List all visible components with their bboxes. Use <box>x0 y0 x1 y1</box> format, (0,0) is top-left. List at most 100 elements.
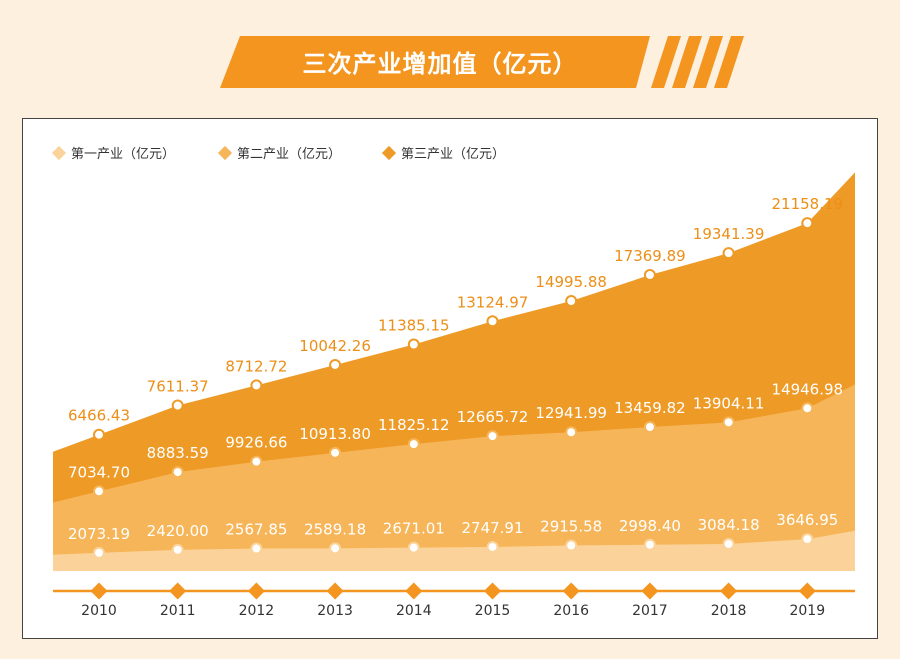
data-label-3-2010: 6466.43 <box>68 407 130 425</box>
data-label-3-2019: 21158.19 <box>772 195 844 213</box>
data-label-1-2013: 2589.18 <box>304 520 366 538</box>
data-label-1-2016: 2915.58 <box>540 517 602 535</box>
marker-2-2011 <box>171 466 184 479</box>
x-tick-label-2012: 2012 <box>239 603 275 619</box>
x-axis-diamond-2017 <box>641 582 659 600</box>
data-label-3-2014: 11385.15 <box>378 317 450 335</box>
area-series-1 <box>53 530 855 571</box>
legend-marker-3 <box>381 145 397 161</box>
marker-3-2016 <box>565 295 578 308</box>
data-label-1-2017: 2998.40 <box>619 517 681 535</box>
x-tick-label-2017: 2017 <box>632 603 668 619</box>
data-label-2-2010: 7034.70 <box>68 463 130 481</box>
x-tick-label-2011: 2011 <box>160 603 196 619</box>
data-label-1-2014: 2671.01 <box>383 520 445 538</box>
x-tick-label-2015: 2015 <box>475 603 511 619</box>
banner-stripe-3 <box>693 36 723 88</box>
marker-3-2010 <box>93 428 105 441</box>
marker-1-2018 <box>722 538 735 551</box>
data-label-2-2013: 10913.80 <box>299 425 371 443</box>
data-label-1-2018: 3084.18 <box>698 516 760 534</box>
x-axis-diamond-2011 <box>169 582 187 600</box>
banner-stripe-1 <box>651 36 681 88</box>
marker-3-2014 <box>407 338 420 351</box>
x-axis-diamond-2013 <box>326 582 344 600</box>
marker-3-2017 <box>643 269 656 282</box>
x-axis-diamond-2010 <box>90 582 108 600</box>
x-axis: 2010 2011 2012 2013 2014 2015 2016 2017 2018 2019 <box>53 582 855 619</box>
data-label-3-2016: 14995.88 <box>535 273 607 291</box>
data-label-1-2011: 2420.00 <box>147 522 209 540</box>
x-axis-diamond-2015 <box>484 582 501 600</box>
data-label-3-2018: 19341.39 <box>693 225 765 243</box>
marker-3-2019 <box>801 217 814 230</box>
data-label-2-2011: 8883.59 <box>147 444 209 462</box>
legend: 第一产业（亿元） 第二产业（亿元） 第三产业（亿元） <box>51 145 505 162</box>
x-axis-diamond-2014 <box>405 582 423 600</box>
marker-1-2015 <box>486 540 499 553</box>
data-label-3-2012: 8712.72 <box>225 357 287 375</box>
stacked-areas <box>53 172 855 572</box>
marker-3-2013 <box>329 358 342 371</box>
marker-2-2012 <box>250 455 263 468</box>
data-label-2-2016: 12941.99 <box>535 404 607 422</box>
x-axis-diamond-2012 <box>247 582 265 600</box>
x-tick-label-2019: 2019 <box>789 603 825 619</box>
x-tick-label-2016: 2016 <box>553 603 589 619</box>
data-labels: 2073.19 2420.00 2567.85 2589.18 2671.01 2747.… <box>68 195 843 543</box>
marker-2-2014 <box>407 438 420 451</box>
banner-bar <box>220 36 650 88</box>
x-tick-label-2014: 2014 <box>396 603 432 619</box>
data-label-2-2012: 9926.66 <box>225 434 287 452</box>
data-label-2-2014: 11825.12 <box>378 416 450 434</box>
marker-1-2010 <box>93 546 105 559</box>
title-banner <box>220 36 744 88</box>
data-label-1-2010: 2073.19 <box>68 525 130 543</box>
legend-label-1: 第一产业（亿元） <box>71 147 175 162</box>
x-tick-label-2018: 2018 <box>711 603 747 619</box>
marker-1-2019 <box>801 533 814 546</box>
data-label-2-2017: 13459.82 <box>614 399 686 417</box>
marker-1-2011 <box>171 543 184 556</box>
data-label-1-2019: 3646.95 <box>776 511 838 529</box>
marker-1-2014 <box>407 541 420 554</box>
area-series-2 <box>53 384 855 571</box>
area-chart: 2073.19 2420.00 2567.85 2589.18 2671.01 2747.… <box>51 145 855 619</box>
data-label-3-2011: 7611.37 <box>147 377 209 395</box>
data-label-2-2015: 12665.72 <box>457 408 529 426</box>
marker-3-2015 <box>486 315 499 328</box>
marker-1-2012 <box>250 542 263 555</box>
banner-stripe-2 <box>672 36 702 88</box>
data-label-3-2013: 10042.26 <box>299 337 371 355</box>
marker-2-2017 <box>643 420 656 433</box>
legend-label-3: 第三产业（亿元） <box>401 147 505 162</box>
legend-label-2: 第二产业（亿元） <box>237 147 341 162</box>
banner-stripe-4 <box>714 36 744 88</box>
marker-1-2013 <box>329 542 342 555</box>
chart-title: 三次产业增加值（亿元） <box>302 50 578 78</box>
marker-2-2015 <box>486 430 499 443</box>
data-markers <box>93 217 814 559</box>
marker-3-2011 <box>171 399 184 412</box>
legend-marker-2 <box>217 145 233 161</box>
legend-marker-1 <box>51 145 67 161</box>
data-label-2-2018: 13904.11 <box>693 394 765 412</box>
marker-3-2012 <box>250 379 263 392</box>
marker-2-2010 <box>93 485 105 498</box>
data-label-1-2012: 2567.85 <box>225 521 287 539</box>
marker-2-2018 <box>722 416 735 429</box>
marker-1-2017 <box>643 538 656 551</box>
x-axis-diamond-2019 <box>798 582 816 600</box>
marker-2-2013 <box>329 446 342 459</box>
marker-1-2016 <box>565 539 578 552</box>
chart-panel: 2073.19 2420.00 2567.85 2589.18 2671.01 2747.… <box>22 118 878 639</box>
x-tick-label-2010: 2010 <box>81 603 117 619</box>
x-axis-diamond-2016 <box>562 582 580 600</box>
marker-2-2019 <box>801 402 814 415</box>
data-label-1-2015: 2747.91 <box>461 519 523 537</box>
x-tick-label-2013: 2013 <box>317 603 353 619</box>
marker-2-2016 <box>565 426 578 439</box>
data-label-3-2017: 17369.89 <box>614 247 686 265</box>
data-label-3-2015: 13124.97 <box>457 293 529 311</box>
x-axis-diamond-2018 <box>720 582 738 600</box>
